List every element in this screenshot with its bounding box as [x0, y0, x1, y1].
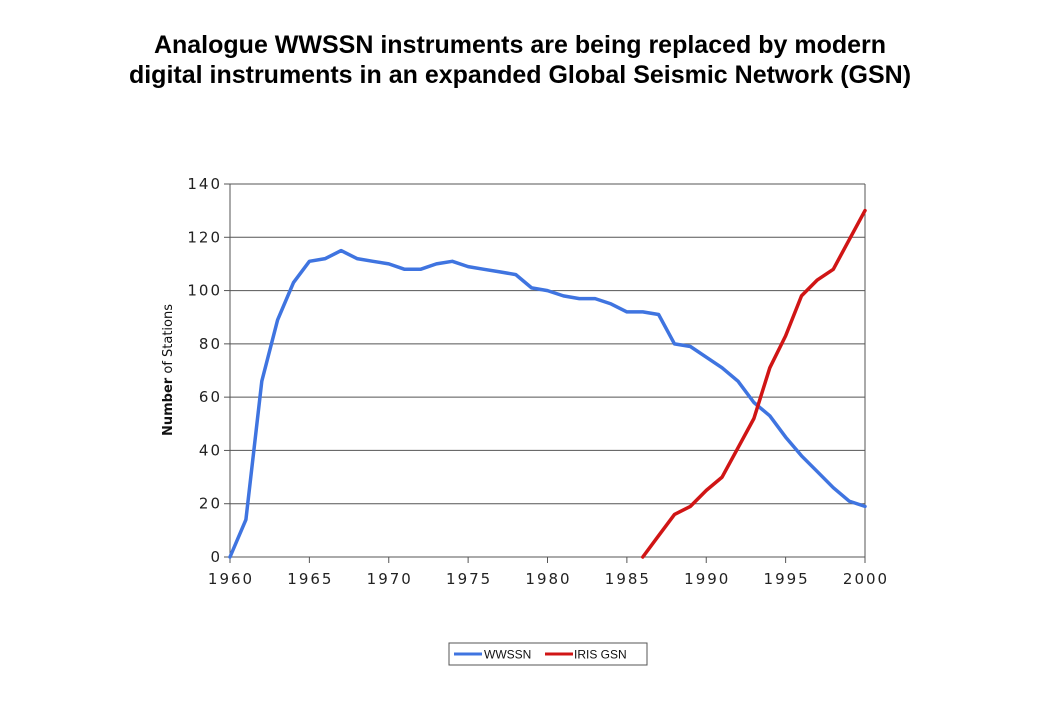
y-tick-label-20: 20 [199, 495, 222, 513]
series-line-iris-gsn [641, 208, 867, 559]
x-tick-label-1970: 1970 [367, 570, 413, 588]
y-tick-label-60: 60 [199, 388, 222, 406]
y-tick-label-100: 100 [187, 282, 222, 300]
legend: WWSSN IRIS GSN [448, 642, 648, 666]
x-tick-label-1980: 1980 [525, 570, 571, 588]
x-tick-label-1990: 1990 [684, 570, 730, 588]
chart-title-line-2: digital instruments in an expanded Globa… [128, 61, 912, 89]
y-axis-label-rest: of Stations [161, 304, 176, 374]
series-line-wwssn [228, 248, 867, 559]
y-tick-labels: 0 20 40 60 80 100 120 140 [187, 175, 222, 566]
y-axis-label-bold: Number [161, 377, 176, 436]
y-tick-label-80: 80 [199, 335, 222, 353]
chart-title-line-1: Analogue WWSSN instruments are being rep… [153, 31, 887, 59]
x-tick-label-1965: 1965 [287, 570, 333, 588]
legend-label-iris-gsn: IRIS GSN [574, 648, 627, 662]
chart-title: Analogue WWSSN instruments are being rep… [0, 30, 1040, 90]
x-tick-label-1975: 1975 [446, 570, 492, 588]
grid [230, 183, 865, 505]
series [228, 208, 867, 559]
y-tick-label-40: 40 [199, 441, 222, 459]
x-tick-label-1960: 1960 [208, 570, 254, 588]
x-tick-label-2000: 2000 [843, 570, 889, 588]
y-axis-label: Number of Stations [161, 304, 176, 436]
x-tick-label-1995: 1995 [764, 570, 810, 588]
x-tick-labels: 1960 1965 1970 1975 1980 1985 1990 1995 2000 [208, 570, 889, 588]
legend-label-wwssn: WWSSN [484, 648, 531, 662]
x-tick-label-1985: 1985 [605, 570, 651, 588]
y-tick-label-140: 140 [187, 175, 222, 193]
y-tick-label-0: 0 [210, 548, 222, 566]
y-tick-label-120: 120 [187, 228, 222, 246]
